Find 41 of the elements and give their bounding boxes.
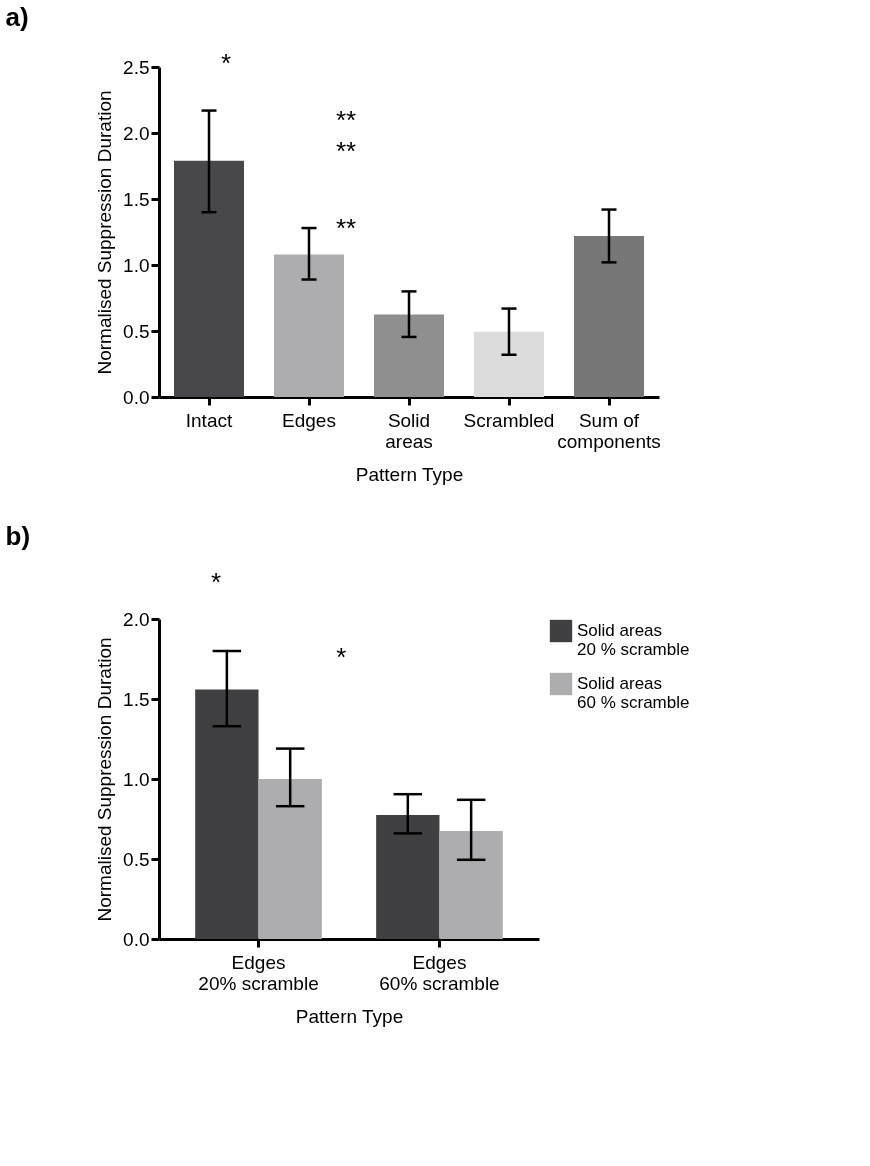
- y-tick-label: 2.5: [123, 56, 150, 78]
- y-tick-label: 1.5: [123, 188, 150, 210]
- chart-title: b): [5, 521, 31, 551]
- y-axis-title: Normalised Suppression Duration: [94, 90, 116, 375]
- bar: [374, 314, 444, 397]
- x-tick-label: Scrambled: [463, 409, 555, 431]
- x-axis-title: Pattern Type: [295, 1005, 404, 1027]
- x-tick-label: Intact: [185, 409, 233, 431]
- bar: [574, 235, 644, 397]
- y-tick-label: 1.5: [123, 688, 150, 710]
- legend-label: Solid areas 20 % scramble: [577, 621, 690, 659]
- bar: [474, 331, 544, 397]
- y-tick-label: 1.0: [123, 768, 150, 790]
- x-axis-title: Pattern Type: [355, 463, 464, 485]
- bar: [274, 254, 344, 397]
- y-axis-title: Normalised Suppression Duration: [94, 637, 116, 922]
- bar: [174, 160, 244, 397]
- y-tick-label: 0.5: [123, 320, 150, 342]
- y-tick-label: 2.0: [123, 608, 150, 630]
- text: *: [210, 567, 222, 597]
- annotation: **: [335, 135, 357, 166]
- chart-title: a): [5, 2, 29, 33]
- x-tick-label: Sum of components: [557, 409, 661, 452]
- x-tick-label: Edges 60% scramble: [379, 951, 500, 994]
- annotation: **: [335, 213, 357, 244]
- annotation: *: [220, 48, 232, 79]
- bar: [439, 831, 503, 939]
- x-tick-label: Edges: [282, 409, 336, 431]
- bar: [195, 689, 259, 939]
- y-tick-label: 0.0: [123, 928, 150, 950]
- y-tick-label: 2.0: [123, 122, 150, 144]
- y-tick-label: 1.0: [123, 254, 150, 276]
- legend-label: Solid areas 60 % scramble: [577, 674, 690, 712]
- y-tick-label: 0.5: [123, 848, 150, 870]
- y-tick-label: 0.0: [123, 386, 150, 408]
- x-tick-label: Solid areas: [385, 409, 433, 452]
- annotation: *: [336, 642, 347, 673]
- bar: [376, 815, 440, 939]
- annotation: **: [335, 104, 357, 135]
- bar: [258, 779, 322, 939]
- x-tick-label: Edges 20% scramble: [198, 951, 319, 994]
